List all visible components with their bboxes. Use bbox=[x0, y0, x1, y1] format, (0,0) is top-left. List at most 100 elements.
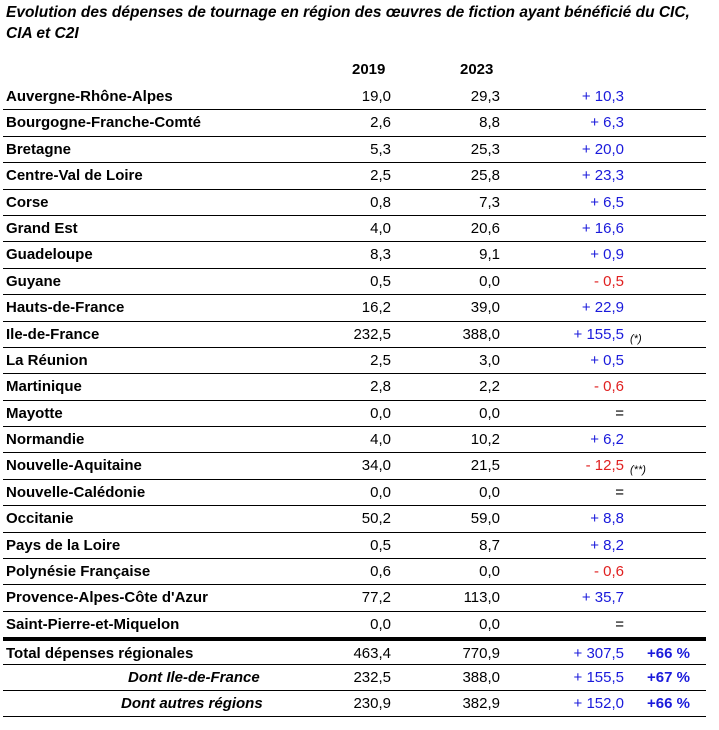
value-2019: 34,0 bbox=[361, 457, 391, 475]
difference: + 307,5 bbox=[573, 645, 624, 663]
value-2023: 770,9 bbox=[462, 645, 500, 663]
region-name: Bourgogne-Franche-Comté bbox=[6, 114, 201, 132]
value-2019: 19,0 bbox=[361, 88, 391, 105]
difference: - 0,6 bbox=[593, 563, 624, 581]
table-row: Nouvelle-Aquitaine 34,0 21,5 - 12,5 (**) bbox=[3, 453, 706, 480]
value-2019: 232,5 bbox=[353, 668, 391, 686]
value-2019: 2,5 bbox=[370, 167, 391, 185]
difference: + 0,5 bbox=[590, 351, 624, 369]
value-2019: 16,2 bbox=[361, 299, 391, 317]
value-2019: 2,8 bbox=[370, 378, 391, 396]
table-row: Grand Est 4,0 20,6 + 16,6 bbox=[3, 216, 706, 243]
value-2023: 8,7 bbox=[479, 536, 500, 554]
percent-change: +66 % bbox=[647, 694, 690, 712]
total-label: Dont autres régions bbox=[121, 694, 263, 712]
value-2023: 20,6 bbox=[470, 219, 500, 237]
difference: + 16,6 bbox=[581, 219, 624, 237]
value-2019: 5,3 bbox=[370, 140, 391, 158]
value-2023: 388,0 bbox=[462, 668, 500, 686]
value-2023: 3,0 bbox=[479, 351, 500, 369]
table-row: Polynésie Française 0,6 0,0 - 0,6 bbox=[3, 559, 706, 586]
table-row: Centre-Val de Loire 2,5 25,8 + 23,3 bbox=[3, 163, 706, 190]
region-name: La Réunion bbox=[6, 351, 88, 369]
table-row: Provence-Alpes-Côte d'Azur 77,2 113,0 + 35,… bbox=[3, 585, 706, 612]
table-row: Pays de la Loire 0,5 8,7 + 8,2 bbox=[3, 533, 706, 560]
value-2023: 2,2 bbox=[479, 378, 500, 396]
region-name: Normandie bbox=[6, 431, 85, 449]
table-row: Auvergne-Rhône-Alpes 19,0 29,3 + 10,3 bbox=[3, 84, 706, 111]
region-name: Mayotte bbox=[6, 404, 63, 422]
table-row: Corse 0,8 7,3 + 6,5 bbox=[3, 190, 706, 216]
value-2023: 388,0 bbox=[462, 325, 500, 343]
region-name: Nouvelle-Calédonie bbox=[6, 483, 146, 501]
table-row: La Réunion 2,5 3,0 + 0,5 bbox=[3, 348, 706, 375]
table-row: Saint-Pierre-et-Miquelon 0,0 0,0 = bbox=[3, 612, 706, 639]
value-2019: 0,0 bbox=[370, 615, 391, 633]
difference: + 22,9 bbox=[581, 299, 624, 317]
value-2023: 59,0 bbox=[470, 510, 500, 528]
value-2023: 7,3 bbox=[479, 193, 500, 211]
footnote-marker: (*) bbox=[630, 332, 642, 345]
value-2023: 113,0 bbox=[463, 589, 500, 607]
total-label: Dont Ile-de-France bbox=[128, 668, 260, 686]
region-name: Auvergne-Rhône-Alpes bbox=[6, 88, 173, 105]
page-title: Evolution des dépenses de tournage en ré… bbox=[6, 4, 690, 42]
value-2019: 4,0 bbox=[370, 219, 391, 237]
subtotal-row: Dont Ile-de-France 232,5 388,0 + 155,5 +67 % bbox=[3, 665, 706, 691]
value-2019: 4,0 bbox=[370, 431, 391, 449]
difference: + 35,7 bbox=[581, 589, 624, 607]
difference: + 6,2 bbox=[590, 431, 624, 449]
total-row: Total dépenses régionales 463,4 770,9 + 307… bbox=[3, 638, 706, 665]
value-2023: 0,0 bbox=[479, 563, 500, 581]
value-2019: 50,2 bbox=[361, 510, 391, 528]
percent-change: +67 % bbox=[647, 668, 690, 686]
region-name: Occitanie bbox=[6, 510, 74, 528]
difference: + 0,9 bbox=[590, 246, 624, 264]
table-row: Occitanie 50,2 59,0 + 8,8 bbox=[3, 506, 706, 533]
value-2019: 0,0 bbox=[370, 404, 391, 422]
difference: + 155,5 bbox=[573, 668, 624, 686]
difference: - 0,6 bbox=[593, 378, 624, 396]
difference: - 0,5 bbox=[593, 272, 624, 290]
value-2023: 10,2 bbox=[470, 431, 500, 449]
value-2023: 0,0 bbox=[479, 404, 500, 422]
region-name: Hauts-de-France bbox=[6, 299, 125, 317]
value-2019: 77,2 bbox=[361, 589, 391, 607]
value-2023: 0,0 bbox=[479, 483, 500, 501]
column-header-2023: 2023 bbox=[460, 61, 494, 78]
value-2023: 9,1 bbox=[479, 246, 500, 264]
difference: + 23,3 bbox=[581, 167, 624, 185]
value-2019: 0,6 bbox=[370, 563, 391, 581]
value-2019: 2,6 bbox=[370, 114, 391, 132]
value-2023: 0,0 bbox=[479, 272, 500, 290]
value-2019: 463,4 bbox=[353, 645, 391, 663]
value-2019: 0,8 bbox=[370, 193, 391, 211]
value-2023: 25,3 bbox=[470, 140, 500, 158]
table-row: Hauts-de-France 16,2 39,0 + 22,9 bbox=[3, 295, 706, 322]
region-name: Saint-Pierre-et-Miquelon bbox=[6, 615, 180, 633]
difference: + 8,8 bbox=[590, 510, 624, 528]
region-name: Polynésie Française bbox=[6, 563, 151, 581]
region-name: Ile-de-France bbox=[6, 325, 100, 343]
difference: + 8,2 bbox=[590, 536, 624, 554]
difference: = bbox=[615, 404, 624, 422]
table-row: Mayotte 0,0 0,0 = bbox=[3, 401, 706, 428]
region-name: Martinique bbox=[6, 378, 82, 396]
footnote-marker: (**) bbox=[630, 464, 646, 477]
region-name: Grand Est bbox=[6, 219, 78, 237]
value-2019: 232,5 bbox=[353, 325, 391, 343]
total-label: Total dépenses régionales bbox=[6, 645, 194, 663]
table-row: Guyane 0,5 0,0 - 0,5 bbox=[3, 269, 706, 296]
difference: + 6,5 bbox=[590, 193, 624, 211]
percent-change: +66 % bbox=[647, 645, 690, 663]
value-2019: 2,5 bbox=[370, 351, 391, 369]
subtotal-row: Dont autres régions 230,9 382,9 + 152,0 +66 … bbox=[3, 691, 706, 718]
column-header-2019: 2019 bbox=[352, 61, 386, 78]
value-2023: 39,0 bbox=[470, 299, 500, 317]
region-name: Centre-Val de Loire bbox=[6, 167, 143, 185]
region-name: Guyane bbox=[6, 272, 62, 290]
region-name: Pays de la Loire bbox=[6, 536, 121, 554]
table-row: Nouvelle-Calédonie 0,0 0,0 = bbox=[3, 480, 706, 507]
region-name: Provence-Alpes-Côte d'Azur bbox=[6, 589, 208, 607]
difference: + 155,5 bbox=[573, 325, 624, 343]
